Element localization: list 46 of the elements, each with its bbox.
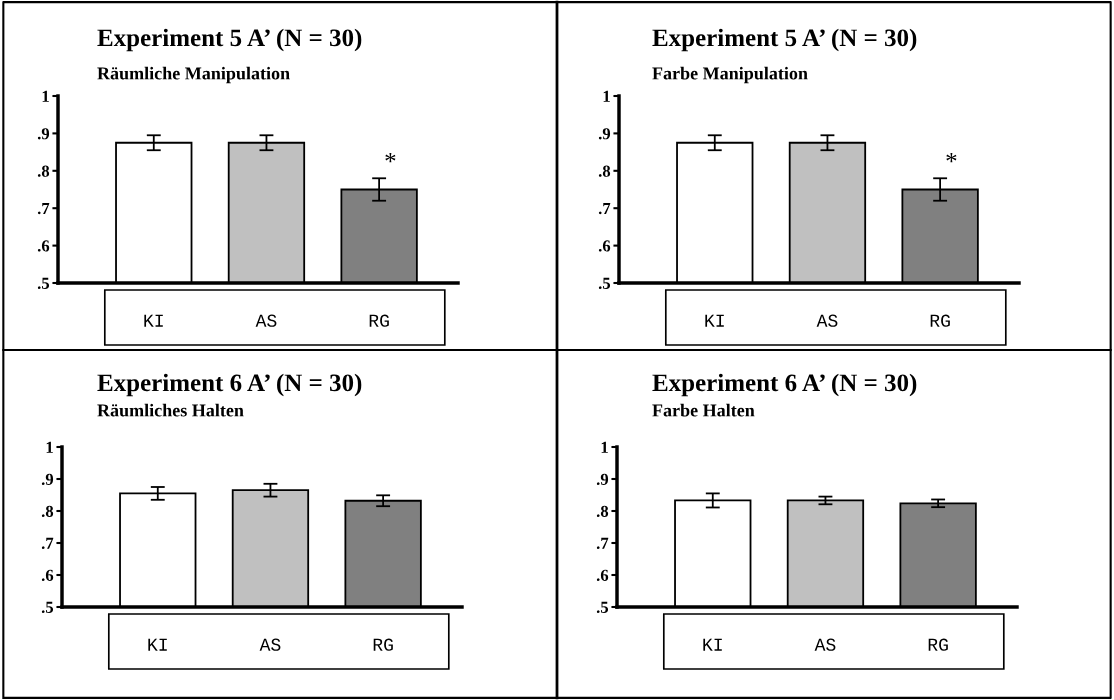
chart-subtitle: Räumliche Manipulation [97,66,290,84]
y-tick-label: .8 [598,165,611,177]
y-tick-label: .9 [41,473,54,486]
y-tick-label: .8 [37,165,50,177]
chart-title: Experiment 5 A’ (N = 30) [97,28,362,52]
y-tick-label: .5 [41,601,54,614]
x-tick-label: RG [369,314,389,327]
x-tick-label: KI [148,638,167,651]
x-tick-label: AS [259,638,281,651]
y-tick-label: 1 [601,441,608,453]
x-tick-label: KI [705,314,724,327]
chart-title: Experiment 6 A’ (N = 30) [652,373,917,397]
y-tick-label: .5 [596,601,609,614]
y-tick-label: .8 [596,505,609,518]
y-tick-label: .6 [598,240,611,252]
chart-subtitle: Farbe Halten [652,403,755,417]
y-tick-label: .6 [41,569,54,582]
y-tick-label: .6 [596,569,609,582]
x-tick-label: KI [703,638,722,651]
y-tick-label: .5 [598,277,611,290]
y-tick-label: .6 [37,240,50,252]
x-tick-label: KI [144,314,163,327]
chart-subtitle: Farbe Manipulation [652,66,808,84]
y-tick-label: 1 [42,90,49,102]
y-tick-label: .7 [37,203,50,215]
x-tick-label: RG [373,638,393,651]
x-tick-label: RG [928,638,948,651]
chart-title: Experiment 5 A’ (N = 30) [652,28,917,52]
y-tick-label: .9 [596,473,609,486]
y-tick-label: .9 [598,128,611,140]
x-tick-label: RG [930,314,950,327]
chart-title: Experiment 6 A’ (N = 30) [97,373,362,397]
x-tick-label: AS [255,314,277,327]
y-tick-label: .9 [37,128,50,140]
y-tick-label: 1 [603,90,610,102]
x-tick-label: AS [816,314,838,327]
y-tick-label: .7 [598,203,611,215]
y-tick-label: .5 [37,277,50,290]
y-tick-label: .7 [596,537,609,550]
chart-subtitle: Räumliches Halten [97,403,244,417]
annotation: * [385,152,396,163]
y-tick-label: .7 [41,537,54,550]
y-tick-label: .8 [41,505,54,518]
annotation: * [946,152,957,163]
y-tick-label: 1 [46,441,53,453]
x-tick-label: AS [814,638,836,651]
